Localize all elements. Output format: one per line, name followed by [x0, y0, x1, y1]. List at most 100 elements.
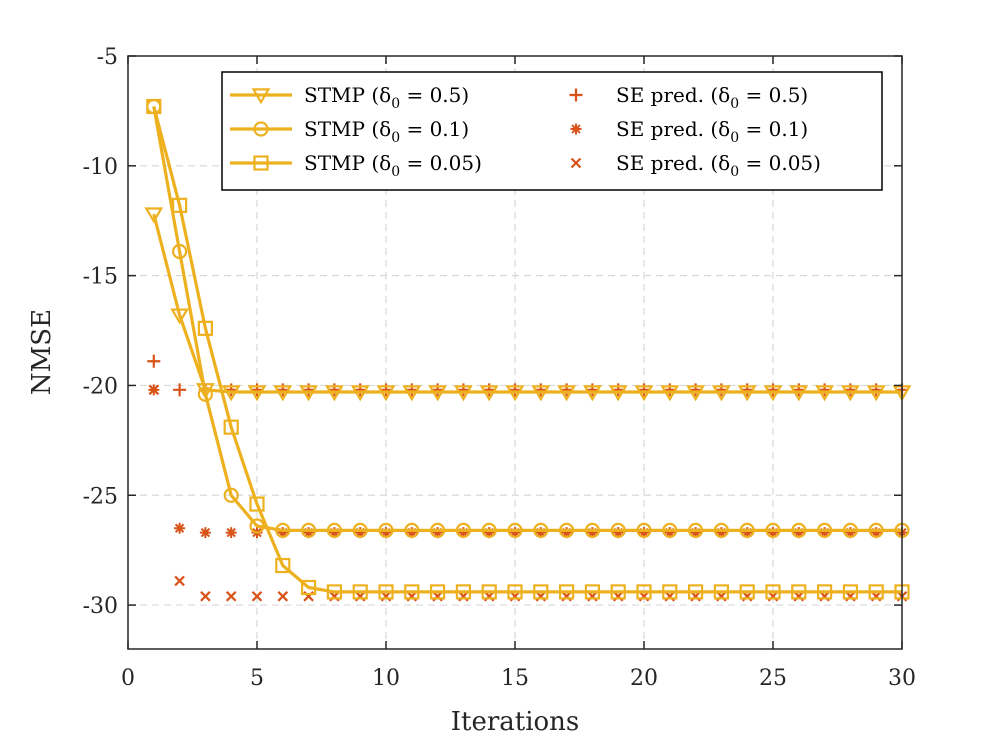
data-point	[558, 584, 575, 600]
data-point	[481, 522, 497, 539]
data-point	[378, 584, 394, 600]
data-point	[793, 527, 805, 539]
data-point	[584, 522, 601, 539]
legend-label-value: = 0.1)	[739, 117, 808, 141]
data-point	[301, 579, 317, 596]
y-tick-label: -20	[83, 374, 118, 399]
legend-label-subscript: 0	[730, 130, 739, 146]
data-point	[453, 385, 473, 402]
data-point	[172, 243, 188, 260]
series-line	[152, 106, 902, 533]
data-point	[225, 591, 237, 602]
series-line	[152, 106, 902, 594]
data-point	[737, 385, 757, 402]
data-point	[197, 320, 213, 336]
data-point	[380, 527, 392, 539]
data-point	[247, 385, 267, 402]
legend-label-subscript: 0	[391, 130, 400, 146]
legend-marker	[569, 88, 583, 102]
data-point	[507, 522, 523, 539]
legend-label-subscript: 0	[391, 164, 400, 180]
data-point	[557, 385, 577, 402]
data-point	[303, 527, 315, 539]
x-tick-label: 30	[888, 666, 916, 691]
data-point	[251, 591, 263, 602]
data-point	[662, 584, 678, 600]
legend-entry-3: STMP (δ0 = 0.05)	[230, 151, 482, 180]
data-point	[144, 207, 164, 224]
legend-label: STMP (δ0 = 0.1)	[304, 117, 469, 146]
legend-label-value: = 0.05)	[400, 151, 482, 175]
axis-ticks: 0 5 10 15 20 25 30 -5 -10 -15 -20 -25 -30	[83, 45, 916, 691]
data-point	[354, 527, 366, 539]
data-point	[509, 527, 521, 539]
data-point	[352, 584, 368, 600]
data-point	[404, 584, 420, 600]
y-tick-label: -15	[83, 265, 118, 290]
legend-label-value: = 0.5)	[739, 83, 808, 107]
data-point	[225, 527, 237, 539]
data-point	[326, 584, 342, 600]
data-point	[457, 527, 469, 539]
data-point	[791, 584, 807, 600]
data-point	[404, 522, 420, 539]
series-1	[144, 207, 912, 402]
legend-label: STMP (δ0 = 0.05)	[304, 151, 482, 180]
x-tick-label: 5	[250, 666, 264, 691]
data-point	[275, 557, 291, 574]
data-point	[686, 385, 706, 402]
data-point	[432, 527, 444, 539]
data-point	[739, 522, 755, 539]
data-point	[352, 522, 368, 539]
x-tick-label: 0	[121, 666, 135, 691]
data-point	[378, 522, 394, 539]
data-point	[741, 527, 753, 539]
data-point	[174, 575, 185, 587]
y-tick-label: -5	[97, 45, 118, 70]
data-point	[200, 591, 211, 602]
series-2	[146, 98, 910, 539]
legend-label-text: STMP (δ	[304, 117, 391, 141]
data-point	[584, 584, 601, 600]
data-point	[350, 385, 370, 402]
legend-label-text: SE pred. (δ	[616, 117, 730, 141]
data-point	[870, 527, 882, 539]
data-point	[660, 385, 680, 402]
data-point	[430, 584, 446, 600]
data-point	[713, 522, 730, 539]
data-point	[406, 527, 418, 539]
series-group	[144, 98, 912, 602]
data-point	[767, 527, 779, 539]
legend-label-value: = 0.1)	[400, 117, 469, 141]
data-point	[479, 385, 499, 402]
legend-label: STMP (δ0 = 0.5)	[304, 83, 469, 112]
y-axis-title: NMSE	[27, 309, 57, 395]
x-tick-label: 10	[372, 666, 400, 691]
data-point	[223, 419, 239, 435]
data-point	[664, 527, 676, 539]
x-tick-label: 25	[759, 666, 787, 691]
legend-entry-1: STMP (δ0 = 0.5)	[230, 83, 469, 112]
y-tick-label: -25	[83, 484, 118, 509]
data-point	[275, 522, 291, 539]
data-point	[249, 496, 265, 512]
data-point	[428, 385, 448, 402]
data-point	[195, 383, 215, 400]
data-point	[816, 522, 833, 539]
data-point	[223, 487, 239, 503]
data-point	[765, 522, 781, 539]
data-point	[612, 527, 624, 539]
data-point	[561, 527, 573, 539]
data-point	[815, 385, 835, 402]
data-point	[299, 385, 319, 402]
data-point	[277, 527, 289, 539]
data-point	[148, 384, 160, 396]
data-point	[455, 522, 471, 539]
data-point	[146, 98, 162, 115]
legend-marker	[570, 123, 582, 135]
data-point	[636, 522, 652, 539]
data-point	[687, 584, 704, 600]
data-point	[844, 527, 856, 539]
data-point	[328, 527, 340, 539]
